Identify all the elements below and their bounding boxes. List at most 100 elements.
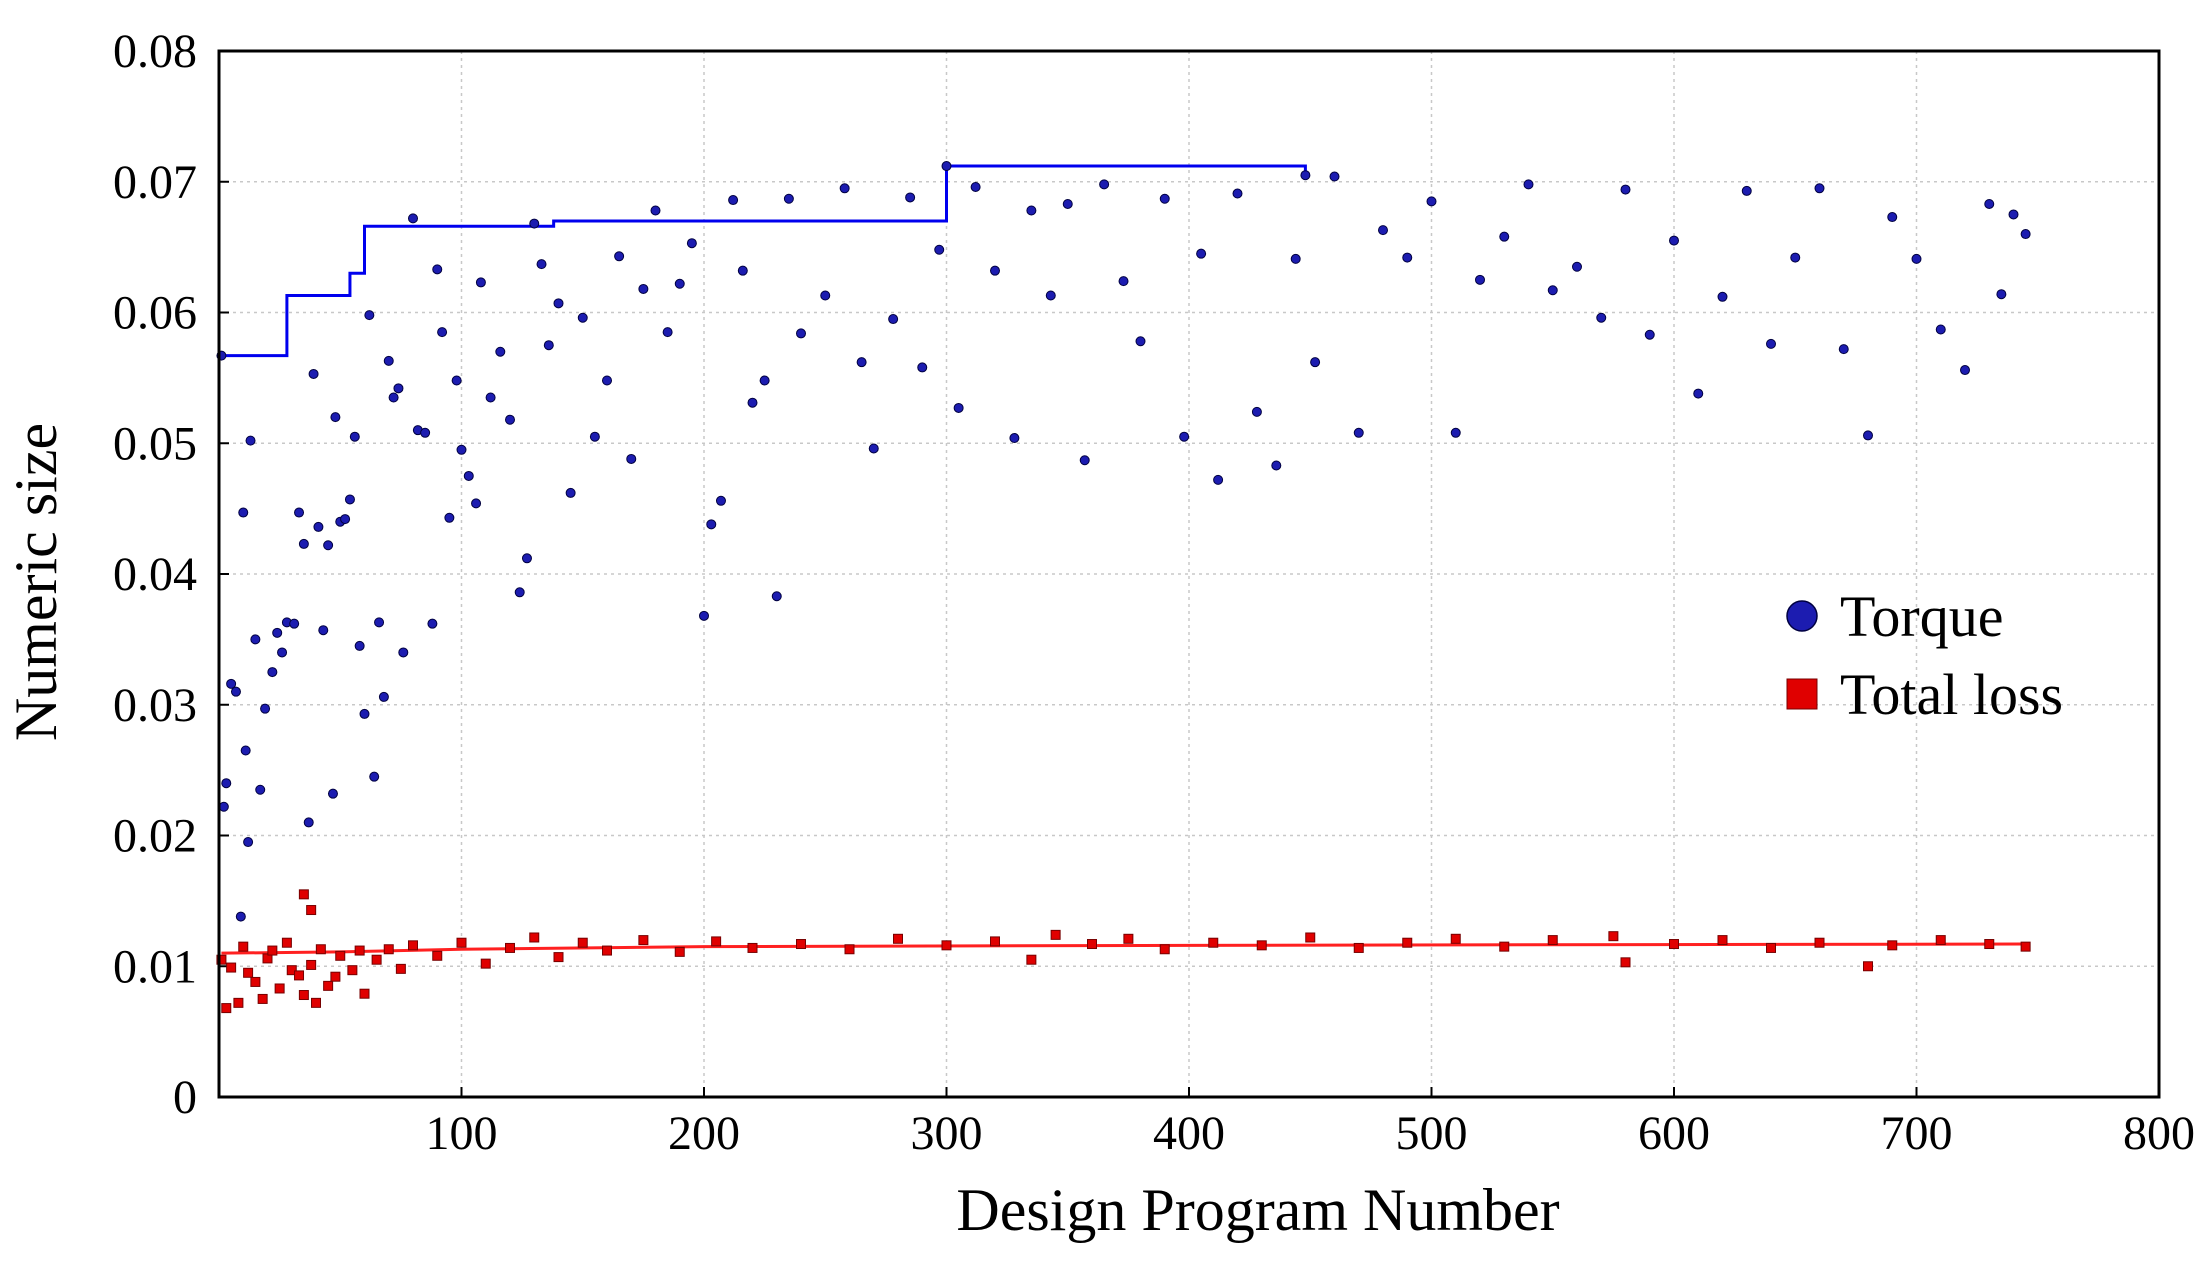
- torque-point: [1402, 252, 1413, 263]
- loss-point: [577, 937, 588, 948]
- y-axis-title: Numeric size: [3, 423, 69, 741]
- loss-point: [1935, 935, 1946, 946]
- trend-line: [221, 942, 2026, 955]
- torque-point: [1790, 252, 1801, 263]
- torque-point: [577, 312, 588, 323]
- loss-point: [893, 933, 903, 944]
- loss-point: [274, 983, 285, 994]
- loss-point: [267, 945, 278, 956]
- torque-point: [553, 298, 564, 309]
- torque-point: [602, 375, 612, 386]
- torque-point: [408, 213, 418, 224]
- torque-point: [1079, 455, 1090, 466]
- loss-point: [1305, 932, 1316, 943]
- torque-point: [1766, 338, 1776, 349]
- torque-point: [359, 708, 370, 719]
- loss-point: [1087, 939, 1097, 950]
- torque-point: [1523, 179, 1534, 190]
- torque-point: [398, 647, 409, 658]
- loss-point: [306, 905, 317, 916]
- torque-point: [250, 634, 261, 645]
- torque-point: [374, 617, 385, 628]
- loss-point: [347, 965, 358, 976]
- loss-point: [1050, 929, 1061, 940]
- torque-point: [1450, 427, 1461, 438]
- torque-point: [905, 192, 916, 203]
- loss-point: [1717, 935, 1728, 946]
- loss-point: [359, 988, 370, 999]
- trend-line: [221, 164, 1307, 358]
- torque-point: [230, 686, 241, 697]
- loss-point: [257, 993, 268, 1004]
- torque-point: [1196, 248, 1207, 259]
- torque-point: [327, 788, 338, 799]
- torque-point: [650, 205, 661, 216]
- loss-point: [674, 946, 685, 957]
- torque-point: [349, 431, 360, 442]
- torque-point: [674, 278, 685, 289]
- torque-point: [427, 618, 438, 629]
- torque-point: [340, 514, 351, 525]
- loss-point: [505, 942, 515, 953]
- torque-point: [471, 498, 482, 509]
- torque-point: [1300, 170, 1311, 181]
- torque-point: [1863, 430, 1873, 441]
- loss-point: [1669, 939, 1679, 950]
- torque-point: [1984, 198, 1995, 209]
- loss-point: [330, 971, 341, 982]
- torque-point: [388, 392, 399, 403]
- torque-point: [783, 193, 794, 204]
- torque-point: [1062, 198, 1073, 209]
- torque-point: [1547, 285, 1558, 296]
- torque-point: [1960, 365, 1970, 376]
- torque-point: [1378, 225, 1388, 236]
- torque-point: [706, 519, 717, 530]
- torque-point: [953, 402, 964, 413]
- loss-point: [1353, 942, 1364, 953]
- torque-point: [218, 801, 229, 812]
- torque-point: [1009, 433, 1020, 444]
- torque-point: [1179, 431, 1190, 442]
- torque-point: [245, 435, 256, 446]
- torque-point: [298, 538, 309, 549]
- loss-point: [238, 941, 249, 952]
- torque-point: [378, 691, 389, 702]
- loss-point: [529, 932, 540, 943]
- torque-point: [1232, 188, 1243, 199]
- loss-point: [432, 950, 443, 961]
- y-tick-label: 0.06: [113, 287, 197, 340]
- loss-point: [1026, 954, 1037, 965]
- torque-point: [1741, 185, 1752, 196]
- legend-marker: [1786, 678, 1818, 710]
- torque-point: [308, 368, 319, 379]
- torque-point: [626, 453, 637, 464]
- torque-point: [475, 277, 486, 288]
- torque-point: [238, 507, 249, 518]
- torque-point: [383, 355, 394, 366]
- loss-point: [243, 967, 254, 978]
- legend-marker: [1786, 600, 1818, 632]
- torque-point: [456, 444, 467, 455]
- loss-point: [306, 959, 317, 970]
- loss-point: [1208, 937, 1219, 948]
- torque-point: [521, 553, 532, 564]
- torque-point: [1353, 427, 1364, 438]
- torque-point: [990, 265, 1000, 276]
- loss-point: [602, 945, 612, 956]
- torque-point: [1290, 253, 1301, 264]
- torque-point: [277, 647, 288, 658]
- x-axis-title: Design Program Number: [956, 1177, 1559, 1243]
- legend-label: Total loss: [1840, 662, 2063, 727]
- torque-point: [444, 512, 455, 523]
- torque-point: [614, 251, 625, 262]
- torque-point: [255, 784, 266, 795]
- torque-point: [1271, 460, 1282, 471]
- torque-point: [485, 392, 496, 403]
- x-tick-label: 600: [1638, 1107, 1710, 1160]
- torque-point: [294, 507, 305, 518]
- torque-point: [1099, 179, 1110, 190]
- torque-point: [565, 487, 576, 498]
- y-tick-label: 0.04: [113, 548, 197, 601]
- torque-point: [323, 540, 334, 551]
- y-tick-label: 0.08: [113, 25, 197, 78]
